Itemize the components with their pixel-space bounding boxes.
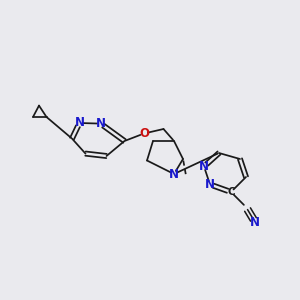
- Text: N: N: [74, 116, 85, 130]
- Text: N: N: [205, 178, 215, 191]
- Text: N: N: [169, 167, 179, 181]
- Text: N: N: [199, 160, 209, 173]
- Text: C: C: [227, 187, 235, 197]
- Text: N: N: [95, 117, 106, 130]
- Text: N: N: [250, 215, 260, 229]
- Text: O: O: [139, 127, 149, 140]
